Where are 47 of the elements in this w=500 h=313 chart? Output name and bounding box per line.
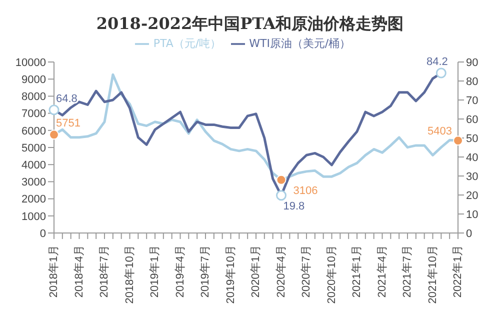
y2-tick-label: 80 [466,76,478,88]
y2-tick-label: 0 [466,228,472,240]
y-tick-label: 10000 [15,56,46,69]
y2-tick-label: 90 [466,56,478,69]
data-label: 5751 [56,118,80,130]
x-tick-label: 2018年1月 [48,245,60,298]
x-tick-label: 2021年7月 [402,245,414,298]
legend-label: WTI原油（美元/桶） [249,37,351,50]
y-tick-label: 9000 [22,74,46,86]
data-label: 64.8 [56,92,78,105]
y-tick-label: 8000 [22,91,46,104]
x-tick-label: 2018年10月 [124,245,136,304]
x-tick-label: 2020年4月 [275,245,288,298]
data-label: 19.8 [283,200,305,212]
y-tick-label: 6000 [22,125,46,138]
x-tick-label: 2021年10月 [426,245,439,304]
x-tick-label: 2022年1月 [452,245,464,298]
y2-tick-label: 70 [466,94,478,107]
y-tick-label: 7000 [22,108,46,120]
x-tick-label: 2019年4月 [174,245,186,298]
y2-tick-label: 60 [466,114,478,126]
y-tick-label: 1000 [22,210,46,223]
x-tick-label: 2019年7月 [200,245,212,298]
x-tick-label: 2020年10月 [326,245,338,304]
legend-label: PTA（元/吨） [153,37,222,50]
y-tick-label: 5000 [22,142,46,154]
y-tick-label: 0 [40,228,46,240]
y-tick-label: 4000 [22,160,46,172]
x-tick-label: 2020年7月 [300,245,312,298]
y2-tick-label: 20 [466,190,478,202]
x-tick-label: 2021年4月 [376,245,388,298]
x-tick-label: 2021年1月 [351,245,363,298]
y2-tick-label: 10 [466,208,478,221]
y2-tick-label: 40 [466,152,478,164]
x-tick-label: 2019年1月 [149,245,161,298]
data-label: 84.2 [426,56,448,68]
y2-tick-label: 50 [466,132,478,145]
x-tick-label: 2019年10月 [224,245,237,304]
data-label: 5403 [428,126,452,138]
x-tick-label: 2018年7月 [98,245,110,298]
x-tick-label: 2018年4月 [73,245,86,298]
chart-title: 2018-2022年中国PTA和原油价格走势图 [95,13,405,35]
data-label: 3106 [293,184,318,197]
y2-tick-label: 30 [466,170,478,183]
y-tick-label: 3000 [22,176,46,189]
x-tick-label: 2020年1月 [250,245,262,298]
y-tick-label: 2000 [22,194,46,206]
